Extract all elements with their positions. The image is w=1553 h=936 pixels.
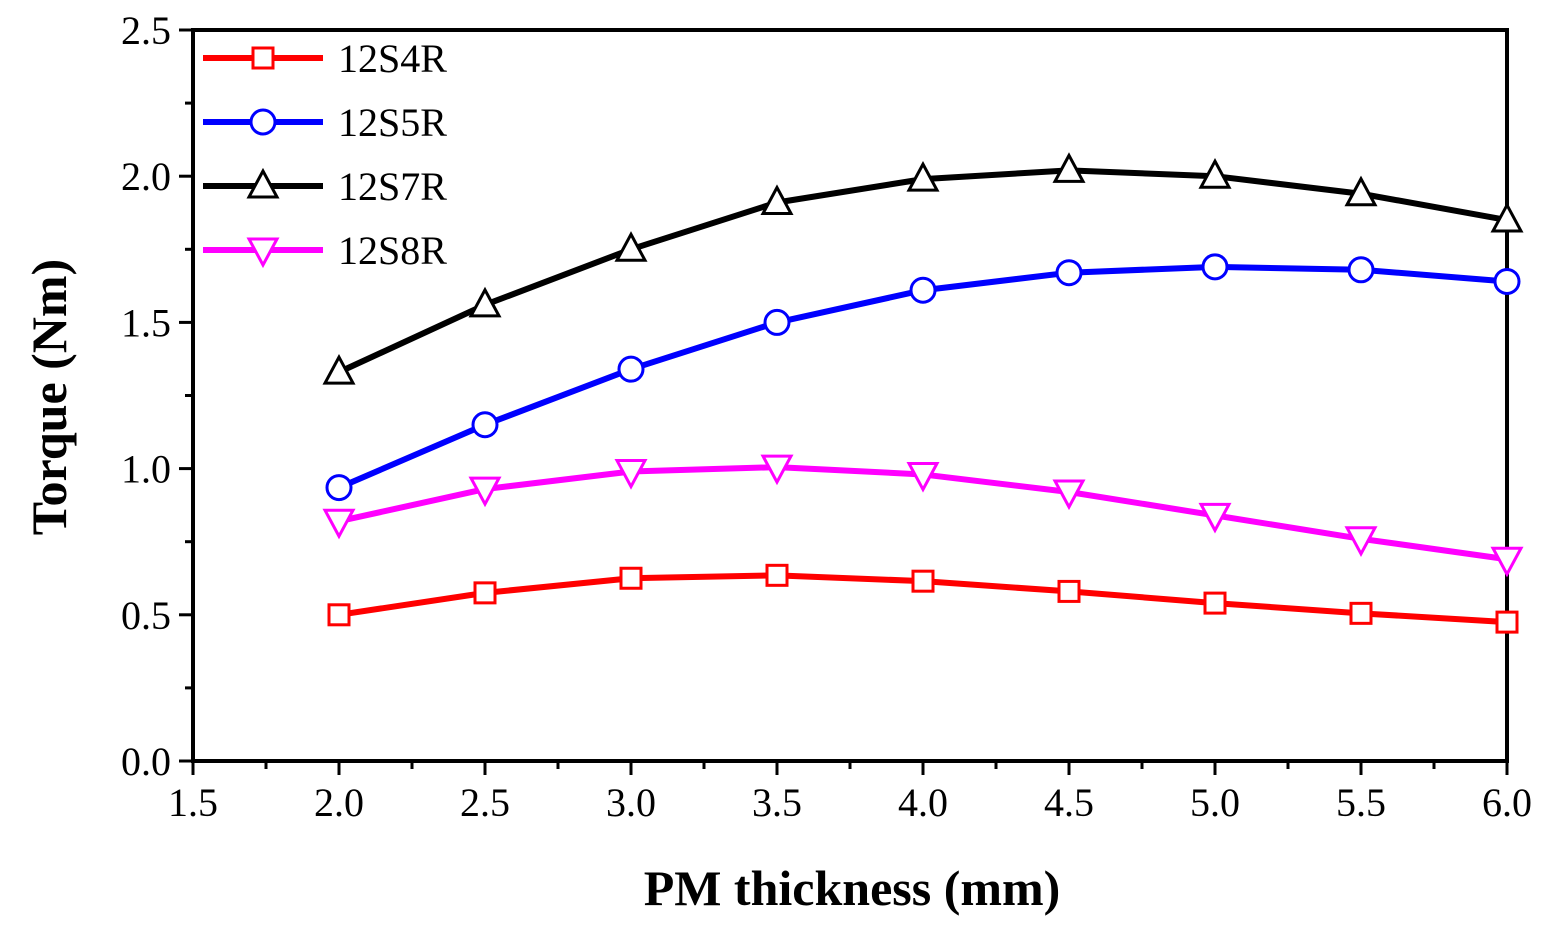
data-point bbox=[322, 508, 356, 540]
y-axis-title: Torque (Nm) bbox=[21, 259, 77, 535]
data-point bbox=[1490, 546, 1524, 578]
data-point bbox=[1057, 579, 1081, 603]
y-tick-label: 0.5 bbox=[121, 593, 171, 638]
legend-item: 12S8R bbox=[203, 228, 447, 273]
legend-label: 12S5R bbox=[338, 100, 447, 145]
x-tick-label: 3.5 bbox=[752, 780, 802, 825]
legend-marker bbox=[246, 167, 280, 199]
series-12s7r bbox=[322, 152, 1524, 385]
data-point bbox=[1198, 502, 1232, 534]
legend-label: 12S4R bbox=[338, 36, 447, 81]
y-tick-label: 0.0 bbox=[121, 739, 171, 784]
data-point bbox=[1055, 259, 1083, 287]
data-point bbox=[1344, 175, 1378, 207]
data-point bbox=[1349, 601, 1373, 625]
data-point bbox=[471, 411, 499, 439]
y-tick-label: 2.0 bbox=[121, 154, 171, 199]
data-point bbox=[1052, 479, 1086, 511]
legend-marker bbox=[249, 108, 277, 136]
y-tick-label: 1.5 bbox=[121, 300, 171, 345]
plot-area: 1.5 2.0 2.5 3.0 3.5 4.0 4.5 5.0 5.5 6.0 0.0 0.5 1.0 1… bbox=[121, 8, 1532, 825]
series-12s4r bbox=[327, 563, 1519, 634]
x-tick-label: 2.0 bbox=[314, 780, 364, 825]
data-point bbox=[327, 603, 351, 627]
x-tick-label: 5.0 bbox=[1190, 780, 1240, 825]
data-point bbox=[760, 184, 794, 216]
x-tick-label: 4.5 bbox=[1044, 780, 1094, 825]
data-point bbox=[614, 231, 648, 262]
data-point bbox=[763, 308, 791, 336]
data-point bbox=[765, 563, 789, 587]
series-12s8r bbox=[322, 454, 1524, 578]
legend-item: 12S5R bbox=[203, 100, 447, 145]
data-point bbox=[1493, 267, 1521, 295]
x-tick-label: 4.0 bbox=[898, 780, 948, 825]
series-12s5r bbox=[325, 253, 1521, 502]
data-point bbox=[1490, 201, 1524, 233]
data-point bbox=[1344, 526, 1378, 557]
data-point bbox=[760, 454, 794, 486]
data-point bbox=[1347, 256, 1375, 284]
data-point bbox=[614, 459, 648, 490]
legend-item: 12S4R bbox=[203, 36, 447, 81]
data-point bbox=[468, 476, 502, 508]
x-tick-label: 6.0 bbox=[1482, 780, 1532, 825]
data-point bbox=[468, 286, 502, 318]
data-point bbox=[1203, 591, 1227, 615]
data-point bbox=[909, 276, 937, 304]
data-point bbox=[1052, 152, 1086, 183]
legend-marker bbox=[251, 46, 275, 70]
legend-marker bbox=[246, 237, 280, 269]
x-tick-label: 2.5 bbox=[460, 780, 510, 825]
legend-label: 12S7R bbox=[338, 164, 447, 209]
data-point bbox=[619, 566, 643, 590]
data-point bbox=[617, 355, 645, 383]
data-point bbox=[473, 581, 497, 605]
data-point bbox=[1198, 158, 1232, 189]
legend-item: 12S7R bbox=[203, 164, 447, 209]
y-tick-label: 1.0 bbox=[121, 447, 171, 492]
data-point bbox=[911, 569, 935, 593]
data-point bbox=[906, 461, 940, 493]
x-tick-label: 5.5 bbox=[1336, 780, 1386, 825]
x-axis-title: PM thickness (mm) bbox=[644, 860, 1061, 916]
data-point bbox=[322, 353, 356, 385]
legend-label: 12S8R bbox=[338, 228, 447, 273]
legend: 12S4R 12S5R 12S7R 12S8R bbox=[203, 36, 447, 273]
data-point bbox=[325, 474, 353, 502]
x-tick-label: 1.5 bbox=[168, 780, 218, 825]
y-tick-label: 2.5 bbox=[121, 8, 171, 53]
x-tick-label: 3.0 bbox=[606, 780, 656, 825]
data-point bbox=[1495, 610, 1519, 634]
data-point bbox=[906, 160, 940, 192]
data-point bbox=[1201, 253, 1229, 281]
